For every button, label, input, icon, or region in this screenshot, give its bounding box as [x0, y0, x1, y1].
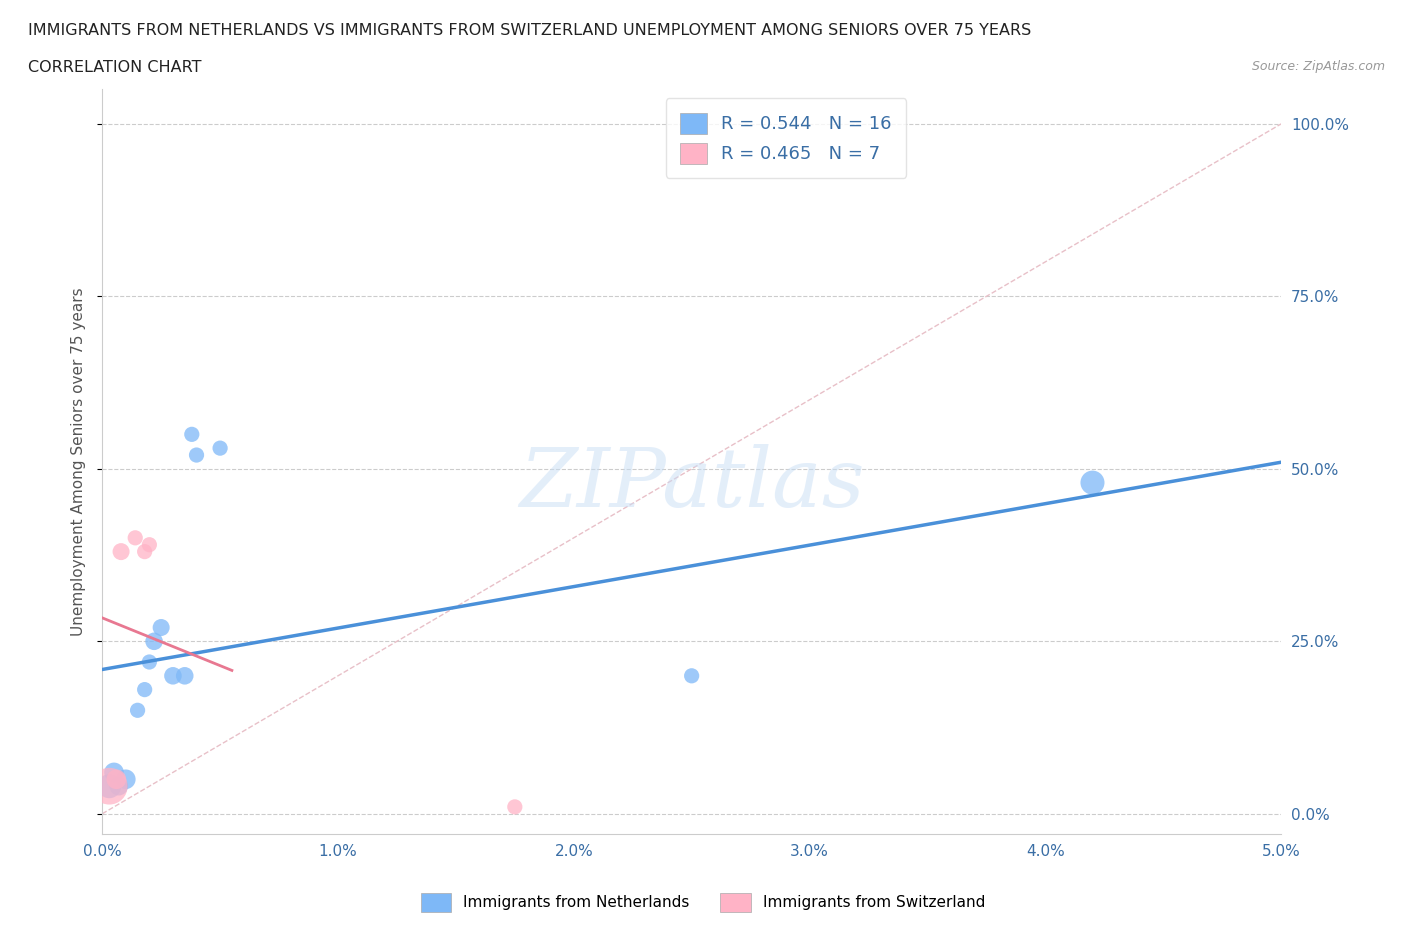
Text: CORRELATION CHART: CORRELATION CHART	[28, 60, 201, 75]
Point	[173, 669, 195, 684]
Point	[138, 538, 160, 552]
Point	[98, 778, 121, 793]
Text: IMMIGRANTS FROM NETHERLANDS VS IMMIGRANTS FROM SWITZERLAND UNEMPLOYMENT AMONG SE: IMMIGRANTS FROM NETHERLANDS VS IMMIGRANT…	[28, 23, 1032, 38]
Point	[124, 530, 146, 545]
Point	[138, 655, 160, 670]
Point	[107, 778, 129, 793]
Point	[503, 800, 526, 815]
Point	[209, 441, 232, 456]
Point	[98, 778, 121, 793]
Point	[134, 683, 156, 698]
Text: Source: ZipAtlas.com: Source: ZipAtlas.com	[1251, 60, 1385, 73]
Text: ZIPatlas: ZIPatlas	[519, 445, 865, 525]
Point	[114, 772, 136, 787]
Point	[134, 544, 156, 559]
Point	[105, 772, 128, 787]
Point	[180, 427, 202, 442]
Point	[110, 544, 132, 559]
Point	[143, 634, 166, 649]
Y-axis label: Unemployment Among Seniors over 75 years: Unemployment Among Seniors over 75 years	[72, 287, 86, 636]
Point	[103, 765, 125, 780]
Point	[127, 703, 149, 718]
Legend: R = 0.544   N = 16, R = 0.465   N = 7: R = 0.544 N = 16, R = 0.465 N = 7	[665, 99, 907, 178]
Point	[150, 620, 173, 635]
Point	[186, 447, 208, 462]
Point	[1081, 475, 1104, 490]
Point	[162, 669, 184, 684]
Point	[681, 669, 703, 684]
Legend: Immigrants from Netherlands, Immigrants from Switzerland: Immigrants from Netherlands, Immigrants …	[415, 887, 991, 918]
